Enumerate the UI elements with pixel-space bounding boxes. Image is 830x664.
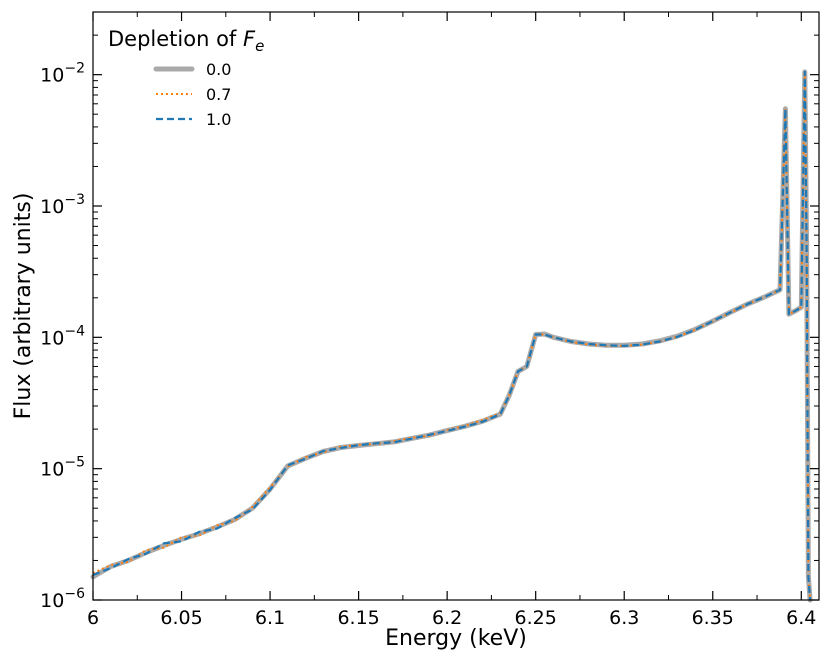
legend-label-0: 0.0 <box>206 60 231 79</box>
x-tick-label: 6.35 <box>692 607 734 629</box>
legend-title-prefix: Depletion of <box>108 27 243 51</box>
plot-frame <box>92 11 820 601</box>
x-tick-label: 6.1 <box>255 607 285 629</box>
x-tick-label: 6.15 <box>337 607 379 629</box>
y-axis-label: Flux (arbitrary units) <box>11 193 36 420</box>
y-tick-label: 10−5 <box>40 455 85 481</box>
x-tick-label: 6.05 <box>160 607 202 629</box>
x-axis-label: Energy (keV) <box>385 626 527 651</box>
series-line-2 <box>92 70 812 601</box>
legend-label-1: 0.7 <box>206 85 231 104</box>
x-tick-label: 6.2 <box>432 607 462 629</box>
legend: Depletion of Fe 0.0 0.7 1.0 <box>108 27 264 129</box>
x-tick-label: 6 <box>87 607 99 629</box>
legend-title-symbol: F <box>243 27 256 51</box>
y-tick-label: 10−2 <box>40 61 85 87</box>
x-tick-label: 6.4 <box>786 607 816 629</box>
legend-title: Depletion of Fe <box>108 27 264 55</box>
ticks-layer: 6 6.05 6.1 6.15 6.2 6.25 6.3 6.35 6.4 10−6 10−5 10−… <box>40 12 819 629</box>
legend-entries: 0.0 0.7 1.0 <box>153 60 231 129</box>
x-tick-label: 6.3 <box>609 607 639 629</box>
y-tick-label: 10−4 <box>40 323 85 349</box>
x-tick-label: 6.25 <box>515 607 557 629</box>
legend-label-2: 1.0 <box>206 110 231 129</box>
y-tick-label: 10−3 <box>40 192 85 218</box>
series-layer <box>90 69 813 603</box>
y-tick-label: 10−6 <box>40 586 85 612</box>
legend-title-subscript: e <box>255 37 264 55</box>
